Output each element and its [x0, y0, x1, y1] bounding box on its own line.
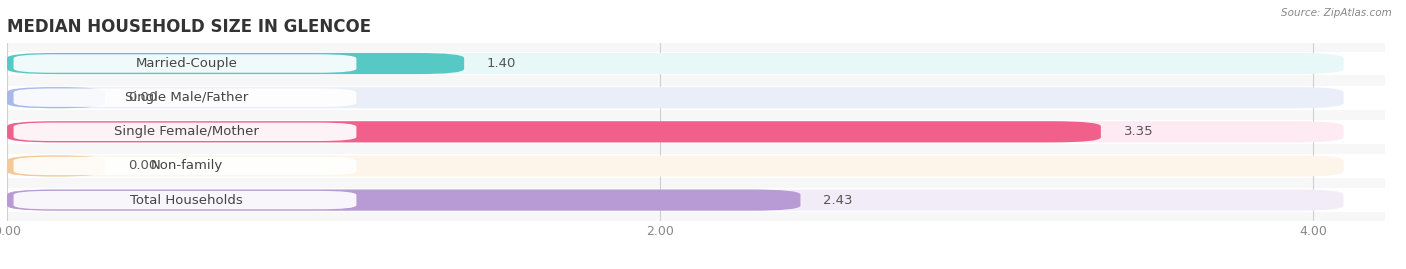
Text: Single Male/Father: Single Male/Father: [125, 91, 249, 104]
FancyBboxPatch shape: [7, 121, 1344, 142]
Text: 0.00: 0.00: [128, 91, 157, 104]
FancyBboxPatch shape: [14, 54, 356, 73]
Bar: [7, 120, 1385, 144]
FancyBboxPatch shape: [7, 189, 800, 211]
Bar: [7, 86, 1385, 110]
FancyBboxPatch shape: [7, 53, 464, 74]
Text: 2.43: 2.43: [824, 194, 853, 207]
FancyBboxPatch shape: [7, 155, 105, 176]
FancyBboxPatch shape: [7, 53, 1344, 74]
Text: MEDIAN HOUSEHOLD SIZE IN GLENCOE: MEDIAN HOUSEHOLD SIZE IN GLENCOE: [7, 18, 371, 36]
Text: Non-family: Non-family: [150, 160, 222, 172]
FancyBboxPatch shape: [7, 87, 105, 108]
Text: 1.40: 1.40: [486, 57, 516, 70]
Text: 3.35: 3.35: [1123, 125, 1153, 138]
Text: Total Households: Total Households: [131, 194, 243, 207]
Bar: [7, 154, 1385, 178]
Text: Married-Couple: Married-Couple: [135, 57, 238, 70]
Bar: [7, 52, 1385, 76]
FancyBboxPatch shape: [7, 155, 1344, 176]
FancyBboxPatch shape: [14, 89, 356, 107]
FancyBboxPatch shape: [7, 121, 1101, 142]
Text: Source: ZipAtlas.com: Source: ZipAtlas.com: [1281, 8, 1392, 18]
FancyBboxPatch shape: [14, 157, 356, 175]
FancyBboxPatch shape: [14, 191, 356, 209]
Bar: [7, 188, 1385, 212]
FancyBboxPatch shape: [7, 87, 1344, 108]
Text: 0.00: 0.00: [128, 160, 157, 172]
FancyBboxPatch shape: [14, 123, 356, 141]
FancyBboxPatch shape: [7, 189, 1344, 211]
Text: Single Female/Mother: Single Female/Mother: [114, 125, 259, 138]
